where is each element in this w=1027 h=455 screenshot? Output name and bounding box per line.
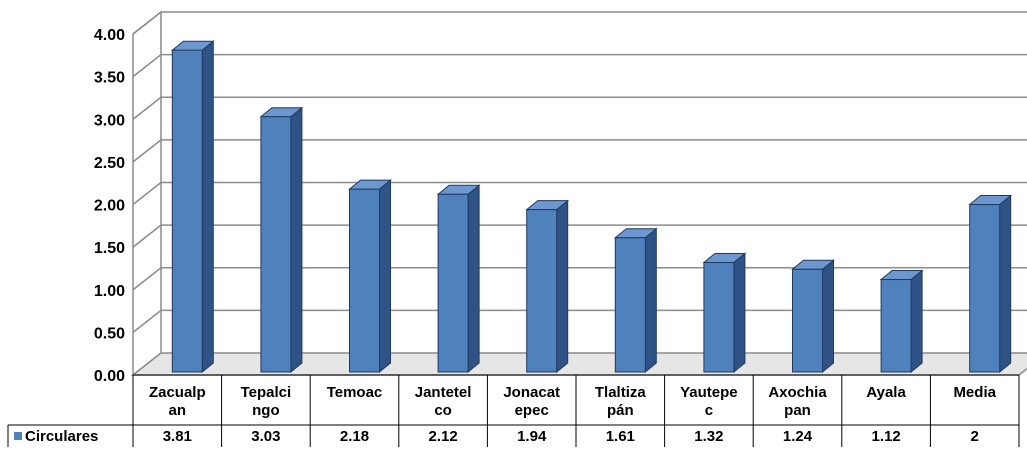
- bar-side: [556, 199, 569, 374]
- bar-side: [467, 184, 480, 374]
- data-value-label: 1.12: [871, 428, 900, 445]
- y-tick-label: 0.00: [94, 368, 125, 385]
- gridline: [132, 11, 1027, 35]
- bar: [259, 106, 304, 374]
- data-value-label: 1.24: [783, 428, 813, 445]
- bar-front: [437, 193, 469, 373]
- bar-front: [703, 261, 735, 373]
- bars: [170, 40, 1013, 374]
- bar: [968, 194, 1013, 374]
- bar: [525, 199, 570, 374]
- gridline: [132, 181, 1027, 206]
- category-label: Jantetel co: [415, 384, 472, 419]
- category-label: Temoac: [327, 384, 383, 401]
- bar: [879, 269, 924, 374]
- y-tick-label: 1.50: [94, 240, 125, 257]
- legend-swatch: [14, 432, 22, 440]
- category-label: Yautepe c: [680, 384, 738, 419]
- category-label: Media: [953, 384, 996, 401]
- bar: [791, 259, 835, 374]
- category-label: Jonacat epec: [503, 384, 560, 419]
- y-axis-tick-labels: 0.00 0.50 1.00 1.50 2.00 2.50 3.00 3.50 4.00: [94, 27, 125, 385]
- bar-front: [614, 237, 646, 373]
- bar: [613, 227, 658, 374]
- bar: [348, 179, 392, 374]
- data-value-label: 3.03: [251, 428, 280, 445]
- category-label: Zacualp an: [149, 384, 206, 419]
- y-tick-label: 2.00: [94, 198, 125, 215]
- bar: [436, 184, 481, 374]
- gridline: [132, 224, 1027, 248]
- bar-front: [969, 204, 1001, 373]
- category-label: Tlaltiza pán: [595, 384, 647, 419]
- series-name: Circulares: [25, 428, 98, 445]
- bar-side: [201, 40, 214, 374]
- bar-front: [260, 116, 292, 373]
- data-value-label: 1.32: [694, 428, 723, 445]
- category-label: Ayala: [866, 384, 906, 401]
- bar-side: [733, 252, 746, 374]
- data-value-label: 3.81: [163, 428, 192, 445]
- bar-front: [349, 188, 380, 373]
- category-label: Axochia pan: [768, 384, 827, 419]
- bar: [702, 252, 747, 374]
- y-tick-label: 1.00: [94, 283, 125, 300]
- data-value-label: 1.94: [517, 428, 547, 445]
- category-label: Tepalci ngo: [241, 384, 292, 419]
- data-value-label: 2.18: [340, 428, 369, 445]
- y-tick-label: 3.50: [94, 70, 125, 87]
- gridline: [132, 266, 1027, 291]
- bar-front: [526, 209, 558, 373]
- bar-side: [822, 259, 834, 374]
- bar: [170, 40, 215, 374]
- data-value-label: 2.12: [428, 428, 457, 445]
- bar-front: [792, 268, 823, 373]
- bar-side: [910, 269, 923, 374]
- bar-front: [880, 279, 912, 373]
- y-tick-label: 3.00: [94, 112, 125, 129]
- gridlines: [132, 11, 1027, 334]
- gridline: [132, 96, 1027, 120]
- data-value-label: 1.61: [606, 428, 635, 445]
- bar-side: [290, 106, 303, 374]
- gridline: [132, 309, 1027, 334]
- y-tick-label: 4.00: [94, 27, 125, 44]
- y-tick-label: 2.50: [94, 155, 125, 172]
- data-value-label: 2: [971, 428, 979, 445]
- bar-front: [171, 49, 203, 373]
- gridline: [132, 53, 1027, 78]
- y-tick-label: 0.50: [94, 325, 125, 342]
- bar-side: [999, 194, 1012, 374]
- data-table: Zacualp an Tepalci ngo Temoac Jantetel co Jonac…: [7, 374, 1020, 447]
- bar-side: [644, 227, 657, 374]
- bar-side: [379, 179, 391, 374]
- gridline: [132, 139, 1027, 163]
